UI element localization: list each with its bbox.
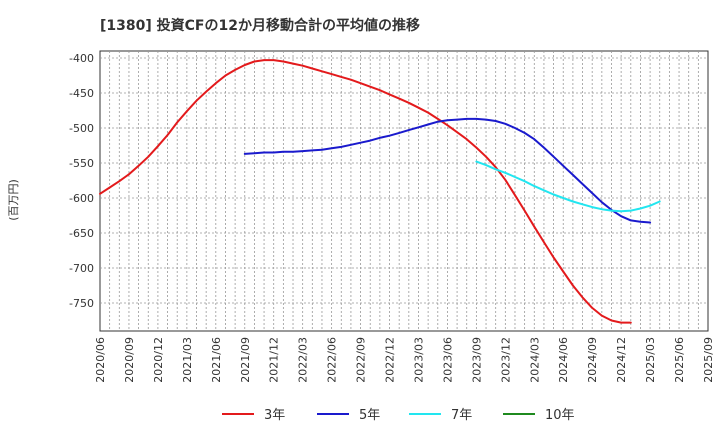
y-tick-label: -750: [69, 297, 94, 310]
grid: [100, 51, 708, 331]
x-tick-label: 2021/06: [210, 337, 223, 383]
x-tick-label: 2022/12: [384, 337, 397, 383]
x-tick-label: 2022/03: [297, 337, 310, 383]
x-tick-label: 2023/03: [412, 337, 425, 383]
legend-label-5年: 5年: [359, 408, 380, 423]
y-tick-label: -550: [69, 157, 94, 170]
legend-label-10年: 10年: [545, 408, 575, 423]
x-tick-label: 2025/03: [644, 337, 657, 383]
y-tick-label: -650: [69, 227, 94, 240]
series-line-5年: [243, 117, 652, 224]
x-tick-label: 2025/06: [673, 337, 686, 383]
y-tick-label: -450: [69, 87, 94, 100]
series-group: [99, 59, 661, 324]
x-tick-label: 2023/06: [441, 337, 454, 383]
x-tick-label: 2024/03: [528, 337, 541, 383]
x-tick-label: 2021/03: [181, 337, 194, 383]
x-tick-label: 2021/09: [239, 337, 252, 383]
legend-label-3年: 3年: [264, 408, 285, 423]
y-axis-label: (百万円): [7, 179, 20, 221]
x-tick-label: 2022/09: [355, 337, 368, 383]
x-tick-label: 2024/09: [586, 337, 599, 383]
x-tick-label: 2024/06: [557, 337, 570, 383]
x-tick-label: 2024/12: [615, 337, 628, 383]
y-tick-label: -600: [69, 192, 94, 205]
y-axis: -400 -450 -500 -550 -600 -650 -700 -750: [69, 52, 94, 310]
x-tick-label: 2022/06: [326, 337, 339, 383]
plot-area: [99, 50, 709, 332]
x-tick-label: 2021/12: [268, 337, 281, 383]
plot-frame: [99, 50, 709, 332]
legend: 3年 5年 7年 10年: [222, 408, 575, 423]
x-tick-label: 2020/12: [152, 337, 165, 383]
x-tick-label: 2025/09: [702, 337, 715, 383]
x-tick-label: 2020/09: [123, 337, 136, 383]
y-tick-label: -700: [69, 262, 94, 275]
series-line-3年: [99, 59, 632, 324]
y-tick-label: -500: [69, 122, 94, 135]
x-tick-label: 2023/12: [499, 337, 512, 383]
x-tick-label: 2020/06: [94, 337, 107, 383]
series-line-7年: [475, 160, 661, 213]
y-tick-label: -400: [69, 52, 94, 65]
x-axis: 2020/06 2020/09 2020/12 2021/03 2021/06 2021/…: [94, 337, 715, 383]
legend-label-7年: 7年: [451, 408, 472, 423]
chart-title: [1380] 投資CFの12か月移動合計の平均値の推移: [100, 17, 420, 34]
x-tick-label: 2023/09: [470, 337, 483, 383]
